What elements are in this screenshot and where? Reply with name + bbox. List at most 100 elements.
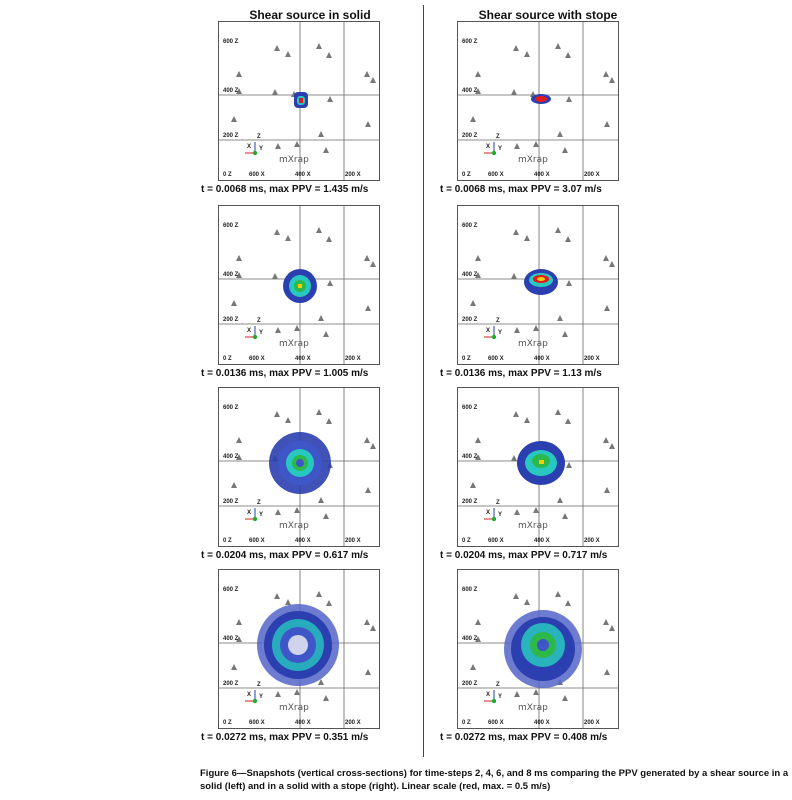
station-triangle-icon (236, 255, 242, 261)
axis-label-x200: 200 X (584, 538, 600, 544)
mxrap-logo: mXrap (279, 339, 309, 349)
station-triangle-icon (370, 261, 376, 267)
station-triangle-icon (323, 331, 329, 337)
axis-triad-icon (484, 508, 497, 522)
station-triangle-icon (609, 261, 615, 267)
mxrap-logo: mXrap (518, 521, 548, 531)
station-triangle-icon (555, 227, 561, 233)
station-triangle-icon (326, 52, 332, 58)
station-triangle-icon (603, 619, 609, 625)
figure-caption: Figure 6—Snapshots (vertical cross-secti… (200, 768, 789, 792)
station-triangle-icon (365, 669, 371, 675)
station-triangle-icon (513, 45, 519, 51)
station-triangle-icon (533, 325, 539, 331)
station-triangle-icon (475, 619, 481, 625)
axis-label-z600: 600 Z (223, 405, 239, 411)
station-triangle-icon (524, 235, 530, 241)
station-triangle-icon (275, 143, 281, 149)
axis-label-z0: 0 Z (462, 356, 471, 362)
station-triangle-icon (274, 45, 280, 51)
axis-label-z0: 0 Z (223, 720, 232, 726)
axis-triad-icon (484, 326, 497, 340)
triad-label-y: Y (498, 694, 503, 700)
axis-label-x200: 200 X (345, 356, 361, 362)
station-triangle-icon (323, 513, 329, 519)
station-triangle-icon (557, 497, 563, 503)
station-triangle-icon (294, 141, 300, 147)
station-triangle-icon (524, 599, 530, 605)
station-triangle-icon (566, 280, 572, 286)
station-triangle-icon (365, 121, 371, 127)
station-triangle-icon (364, 255, 370, 261)
cross-section-plot (458, 388, 618, 546)
station-triangle-icon (475, 255, 481, 261)
station-triangle-icon (514, 509, 520, 515)
station-triangle-icon (609, 625, 615, 631)
station-triangle-icon (604, 487, 610, 493)
axis-label-x400: 400 X (295, 538, 311, 544)
station-triangle-icon (565, 52, 571, 58)
axis-label-x200: 200 X (584, 172, 600, 178)
station-triangle-icon (566, 96, 572, 102)
station-triangle-icon (514, 327, 520, 333)
station-triangle-icon (603, 437, 609, 443)
station-triangle-icon (285, 51, 291, 57)
station-triangle-icon (236, 272, 242, 278)
axis-label-z400: 400 Z (462, 636, 478, 642)
station-triangle-icon (370, 625, 376, 631)
station-triangle-icon (470, 482, 476, 488)
column-title-right: Shear source with stope (478, 8, 618, 22)
station-triangle-icon (326, 600, 332, 606)
snapshot-caption: t = 0.0204 ms, max PPV = 0.717 m/s (440, 550, 608, 561)
axis-label-x200: 200 X (345, 538, 361, 544)
station-triangle-icon (274, 229, 280, 235)
station-triangle-icon (511, 273, 517, 279)
triad-label-z: Z (496, 318, 500, 324)
station-triangle-icon (364, 437, 370, 443)
wavefront (283, 269, 317, 303)
station-triangle-icon (294, 689, 300, 695)
axis-triad-icon (245, 142, 258, 156)
station-triangle-icon (604, 305, 610, 311)
station-triangle-icon (524, 51, 530, 57)
axis-label-x600: 600 X (488, 356, 504, 362)
axis-label-z200: 200 Z (462, 133, 478, 139)
station-triangle-icon (475, 71, 481, 77)
triad-label-x: X (486, 510, 491, 516)
triad-label-y: Y (259, 146, 264, 152)
station-triangle-icon (562, 695, 568, 701)
station-triangle-icon (562, 147, 568, 153)
axis-label-z0: 0 Z (462, 538, 471, 544)
axis-label-x600: 600 X (249, 538, 265, 544)
station-triangle-icon (327, 280, 333, 286)
triad-label-y: Y (259, 512, 264, 518)
station-triangle-icon (236, 437, 242, 443)
station-triangle-icon (365, 305, 371, 311)
mxrap-logo: mXrap (518, 703, 548, 713)
mxrap-logo: mXrap (279, 155, 309, 165)
station-triangle-icon (470, 300, 476, 306)
station-triangle-icon (316, 43, 322, 49)
station-triangle-icon (604, 121, 610, 127)
axis-label-x400: 400 X (534, 172, 550, 178)
cross-section-plot (458, 206, 618, 364)
station-triangle-icon (555, 43, 561, 49)
station-triangle-icon (274, 411, 280, 417)
axis-label-z600: 600 Z (462, 405, 478, 411)
axis-label-x200: 200 X (584, 720, 600, 726)
cross-section-plot (219, 570, 379, 728)
triad-label-z: Z (496, 134, 500, 140)
axis-label-x600: 600 X (249, 172, 265, 178)
station-triangle-icon (327, 96, 333, 102)
station-triangle-icon (365, 487, 371, 493)
axis-label-x400: 400 X (534, 356, 550, 362)
axis-triad-icon (245, 690, 258, 704)
snapshot-caption: t = 0.0068 ms, max PPV = 3.07 m/s (440, 184, 602, 195)
snapshot-caption: t = 0.0068 ms, max PPV = 1.435 m/s (201, 184, 369, 195)
triad-label-z: Z (257, 500, 261, 506)
snapshot-caption: t = 0.0136 ms, max PPV = 1.005 m/s (201, 368, 369, 379)
